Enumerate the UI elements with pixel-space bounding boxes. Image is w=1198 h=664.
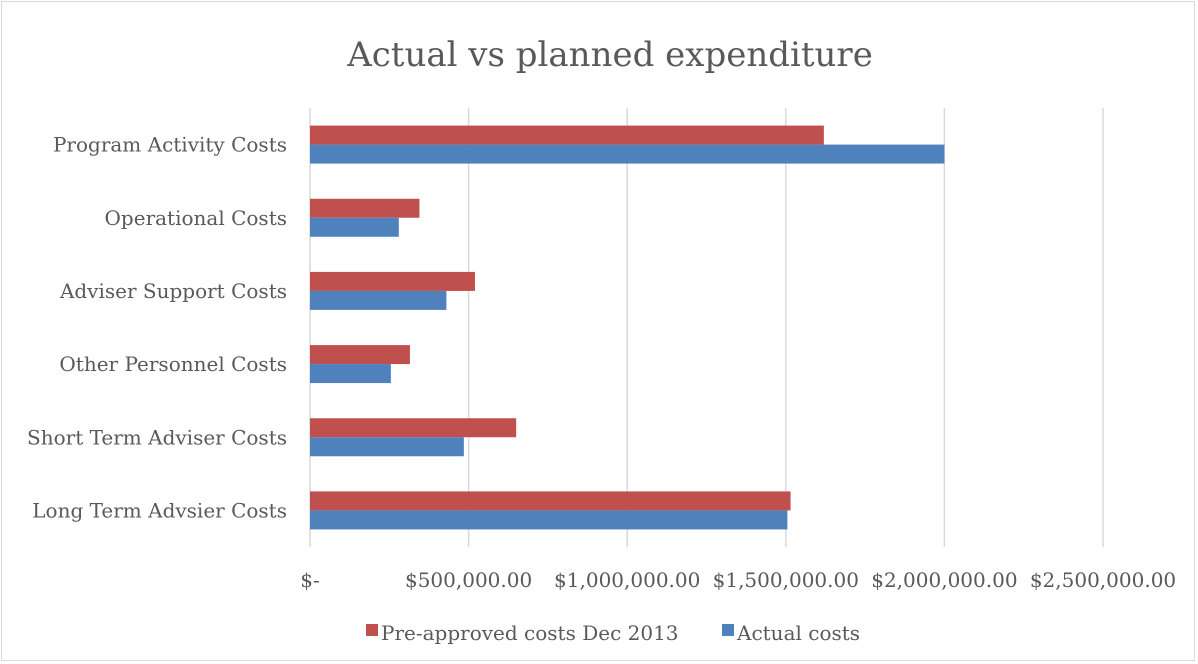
- bars: [310, 125, 945, 530]
- gridlines: [309, 108, 1104, 547]
- bar-actual: [310, 510, 788, 530]
- legend-label: Actual costs: [736, 621, 860, 645]
- bar-preapproved: [310, 491, 791, 511]
- bar-actual: [310, 217, 399, 237]
- x-tick-label: $500,000.00: [405, 568, 532, 592]
- bar-preapproved: [310, 418, 517, 438]
- category-labels: Program Activity Costs Operational Costs A…: [27, 133, 287, 523]
- bar-preapproved: [310, 125, 824, 145]
- x-tick-label: $-: [300, 568, 319, 592]
- bar-actual: [310, 364, 391, 384]
- legend-swatch: [722, 624, 734, 636]
- bar-actual: [310, 144, 945, 164]
- x-tick-label: $1,500,000.00: [713, 568, 859, 592]
- legend-swatch: [366, 624, 378, 636]
- category-label: Program Activity Costs: [53, 133, 287, 157]
- bar-preapproved: [310, 271, 475, 291]
- category-label: Other Personnel Costs: [59, 352, 287, 376]
- legend: Pre-approved costs Dec 2013 Actual costs: [366, 621, 860, 645]
- legend-label: Pre-approved costs Dec 2013: [381, 621, 679, 645]
- x-tick-label: $2,500,000.00: [1030, 568, 1176, 592]
- x-tick-labels: $- $500,000.00 $1,000,000.00 $1,500,000.00 $…: [300, 568, 1176, 592]
- x-tick-label: $2,000,000.00: [871, 568, 1017, 592]
- category-label: Adviser Support Costs: [59, 279, 287, 303]
- chart-title: Actual vs planned expenditure: [346, 35, 873, 75]
- bar-preapproved: [310, 198, 420, 218]
- bar-preapproved: [310, 345, 410, 365]
- category-label: Operational Costs: [105, 206, 287, 230]
- category-label: Short Term Adviser Costs: [27, 425, 287, 449]
- bar-actual: [310, 437, 464, 457]
- x-tick-label: $1,000,000.00: [554, 568, 700, 592]
- category-label: Long Term Advsier Costs: [32, 498, 287, 522]
- bar-actual: [310, 290, 447, 310]
